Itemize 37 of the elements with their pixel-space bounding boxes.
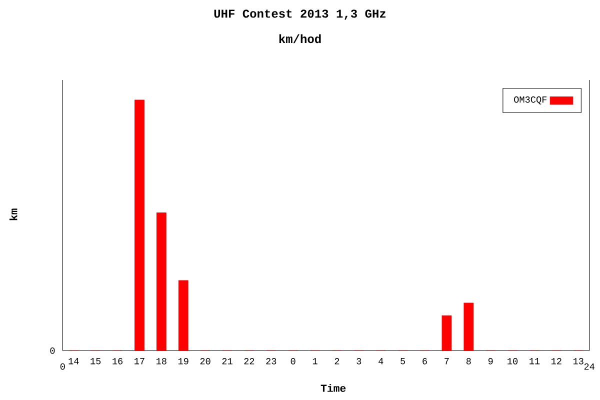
bar	[178, 280, 188, 351]
bar	[134, 100, 144, 351]
x-tick-label: 23	[266, 358, 276, 364]
x-tick-label: 12	[551, 358, 562, 364]
x-tick-label: 19	[178, 358, 188, 364]
x-tick-label: 16	[112, 358, 123, 364]
y-axis-title: km	[9, 208, 18, 220]
x-tick-label: 20	[200, 358, 210, 364]
x-tick-label: 21	[222, 358, 232, 364]
x-tick-label: 13	[573, 358, 584, 364]
bar	[464, 302, 474, 351]
text: 24	[584, 363, 594, 370]
x-tick-label: 5	[400, 358, 406, 364]
x-tick-label: 14	[68, 358, 79, 364]
text: 0	[60, 363, 65, 370]
x-tick-label: 1	[312, 358, 318, 364]
x-tick-label: 3	[356, 358, 362, 364]
x-tick-label: 7	[444, 358, 449, 364]
x-axis-title: Time	[320, 384, 346, 392]
chart-title: UHF Contest 2013 1,3 GHz	[214, 10, 386, 20]
x-tick-label: 4	[378, 358, 384, 364]
text: 0	[50, 348, 55, 354]
x-tick-label: 6	[422, 358, 427, 364]
bar	[156, 212, 166, 351]
x-tick-label: 10	[508, 358, 518, 364]
chart-subtitle: km/hod	[279, 34, 321, 44]
x-tick-label: 22	[244, 358, 254, 364]
legend-label: OM3CQF	[514, 96, 547, 104]
bar	[442, 315, 452, 351]
x-tick-label: 17	[134, 358, 144, 364]
x-tick-label: 15	[90, 358, 101, 364]
x-tick-label: 8	[466, 358, 471, 364]
x-tick-label: 9	[488, 358, 493, 364]
x-tick-label: 0	[290, 358, 296, 364]
x-tick-label: 11	[530, 358, 540, 364]
x-tick-label: 18	[156, 358, 166, 364]
x-tick-label: 2	[334, 358, 340, 364]
